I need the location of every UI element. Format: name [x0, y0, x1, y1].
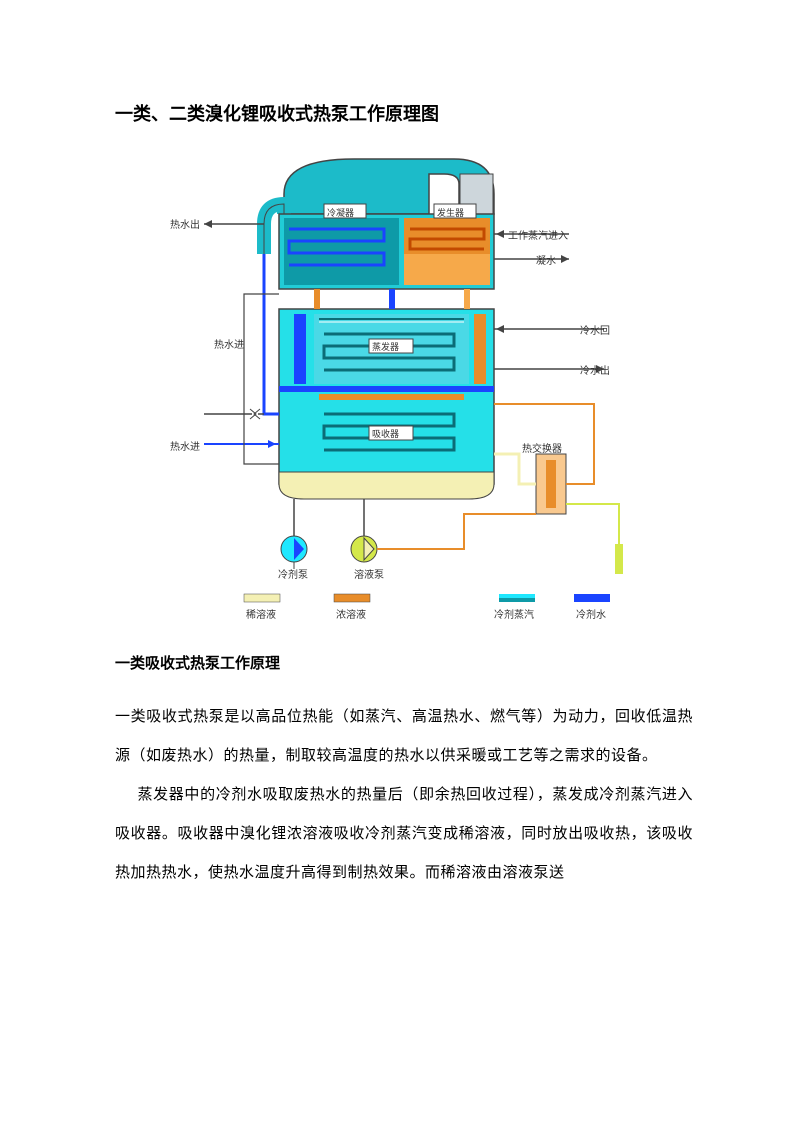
lbl-cool-pump: 冷剂泵 [278, 566, 308, 581]
lbl-evaporator: 蒸发器 [372, 340, 399, 353]
heat-pump-diagram: 热水出 冷凝器 发生器 工作蒸汽进入 凝水 冷水回 冷水出 蒸发器 吸收器 热水… [164, 154, 644, 624]
lbl-hx: 热交换器 [522, 440, 562, 455]
legend-dilute: 稀溶液 [246, 606, 276, 621]
lbl-hw-in2: 热水进 [214, 336, 244, 351]
lbl-hw-in: 热水进 [170, 438, 200, 453]
lbl-sol-pump: 溶液泵 [354, 566, 384, 581]
lbl-heat-out: 热水出 [170, 216, 200, 231]
lbl-absorber: 吸收器 [372, 427, 399, 440]
paragraph-2: 蒸发器中的冷剂水吸取废热水的热量后（即余热回收过程），蒸发成冷剂蒸汽进入吸收器。… [115, 775, 693, 892]
legend-conc: 浓溶液 [336, 606, 366, 621]
lbl-condensate: 凝水 [536, 252, 556, 267]
lbl-cw-out: 冷水出 [580, 362, 610, 377]
lbl-steam-in: 工作蒸汽进入 [508, 227, 568, 242]
legend-vapor: 冷剂蒸汽 [494, 606, 534, 621]
legend-refrig: 冷剂水 [576, 606, 606, 621]
page-title: 一类、二类溴化锂吸收式热泵工作原理图 [115, 100, 693, 126]
lbl-cw-return: 冷水回 [580, 322, 610, 337]
diagram-svg [164, 154, 644, 624]
section-subtitle: 一类吸收式热泵工作原理 [115, 652, 693, 673]
lbl-generator: 发生器 [437, 206, 464, 219]
paragraph-1: 一类吸收式热泵是以高品位热能（如蒸汽、高温热水、燃气等）为动力，回收低温热源（如… [115, 697, 693, 775]
lbl-condenser: 冷凝器 [327, 206, 354, 219]
